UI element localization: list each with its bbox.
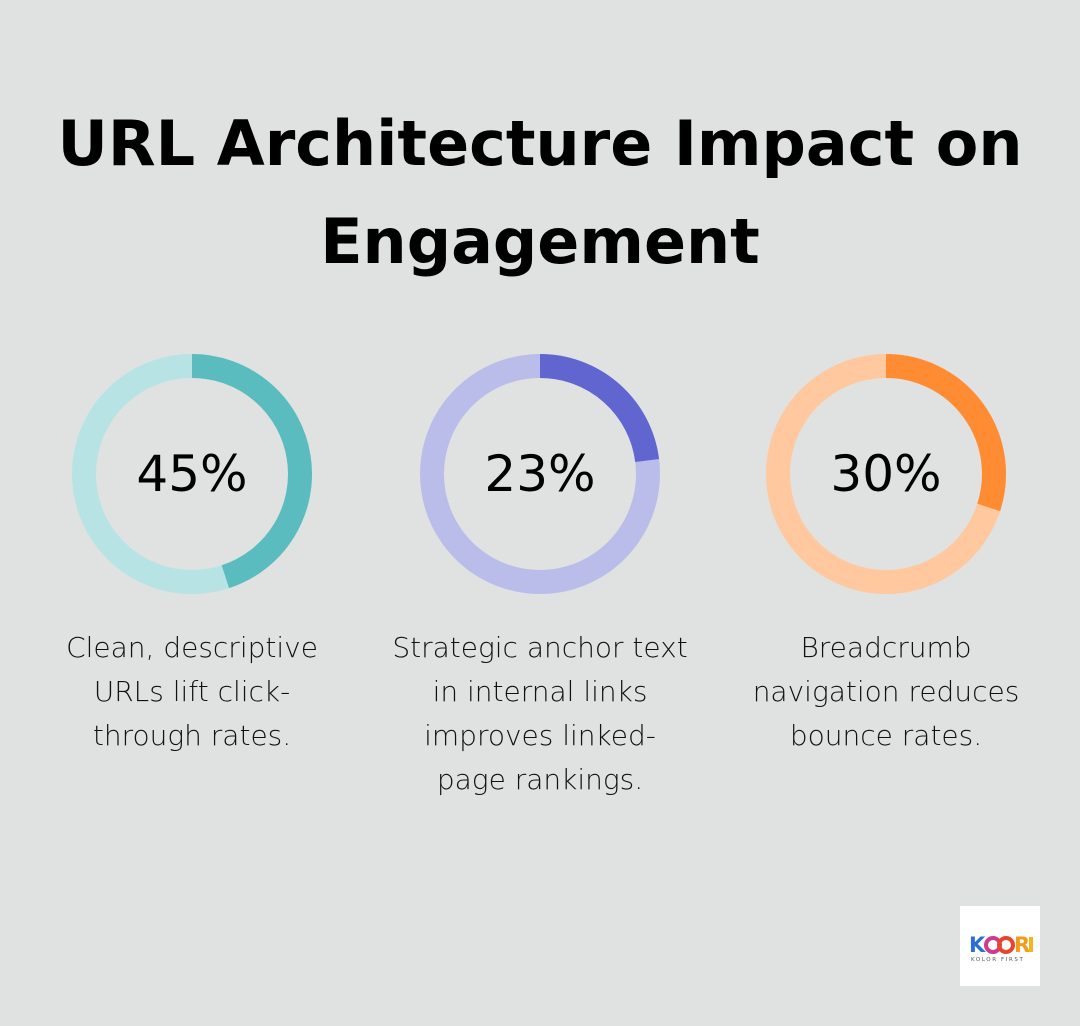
stat-caption: Strategic anchor text in internal links … (392, 631, 688, 796)
brand-logo: K R KOLOR FIRST (960, 906, 1040, 986)
svg-text:K: K (969, 933, 986, 957)
stat-caption: Breadcrumb navigation reduces bounce rat… (752, 631, 1020, 752)
donut-value-label: 30% (830, 445, 941, 503)
koori-logo-icon: K R KOLOR FIRST (969, 933, 1033, 963)
donut-value-label: 23% (484, 445, 595, 503)
donut-value-arc (539, 354, 660, 463)
page-title: URL Architecture Impact on Engagement (57, 107, 1023, 278)
stat-card-2: 23% Strategic anchor text in internal li… (390, 352, 690, 802)
donut-value-arc (191, 354, 312, 589)
donut-chart: 45% (72, 354, 312, 594)
donut-chart: 23% (420, 354, 660, 594)
stat-card-3: 30% Breadcrumb navigation reduces bounce… (736, 352, 1036, 758)
stat-card-1: 45% Clean, descriptive URLs lift click-t… (42, 352, 342, 758)
stat-caption: Clean, descriptive URLs lift click-throu… (66, 631, 318, 752)
svg-text:R: R (1014, 933, 1030, 957)
svg-text:KOLOR FIRST: KOLOR FIRST (971, 957, 1024, 963)
donut-chart: 30% (766, 354, 1006, 594)
donut-value-arc (885, 354, 1006, 512)
donut-value-label: 45% (136, 445, 247, 503)
